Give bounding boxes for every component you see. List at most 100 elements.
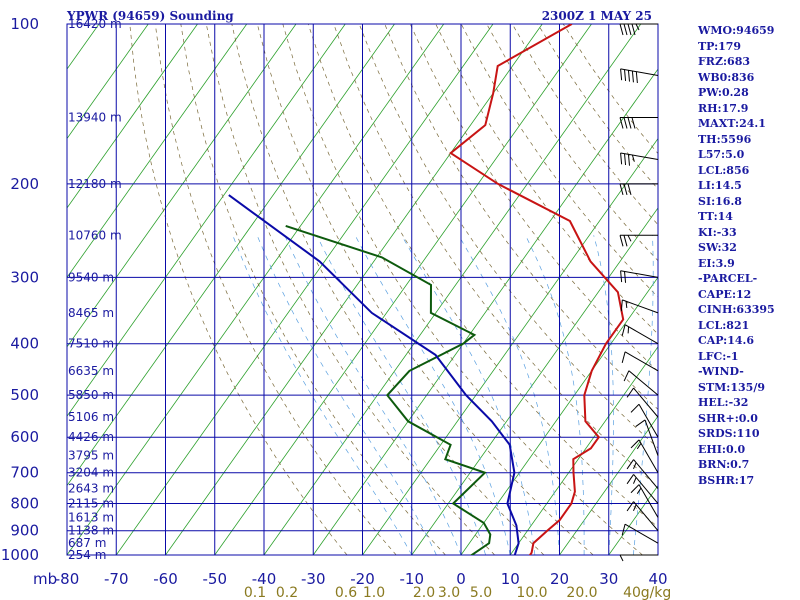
wind-barb [620,270,659,283]
index-item: SI:16.8 [698,194,742,208]
index-item: STM:135/9 [698,380,765,394]
pressure-tick-label: 1000 [1,546,39,564]
wind-barb [630,403,659,438]
isotherm-line [559,415,658,555]
index-item: TT:14 [698,210,733,223]
plot-border [66,23,659,556]
mixing-ratio-label: 0.2 [276,585,298,600]
dry-adiabat-line [333,24,658,488]
index-item: RH:17.9 [698,101,749,115]
temperature-tick-label: -30 [301,570,326,588]
wind-barbs [619,23,659,562]
wind-barb [623,370,659,396]
moist-adiabat-line [316,235,486,555]
isotherm-line [67,24,248,279]
wind-barb [619,234,658,247]
index-item: SHR+:0.0 [698,411,758,425]
height-label: 12180 m [68,177,122,191]
isotherm-line [67,24,149,140]
wind-barb [626,459,659,489]
mixing-ratio-label: 0.1 [244,585,266,600]
height-label: 7510 m [68,337,114,351]
indices-list: WMO:94659 TP:179 FRZ:683 WB0:836 PW:0.28 RH:1… [698,23,775,488]
isotherm-line [67,24,395,487]
isotherm-line [312,68,658,555]
dry-adiabat-line [256,24,594,555]
pressure-tick-label: 600 [10,428,39,446]
temperature-tick-label: 20 [550,570,569,588]
moist-adiabat-line [256,235,437,555]
moist-adiabat-line [458,235,560,555]
temperature-tick-label: -20 [350,570,375,588]
moist-adiabat-line [593,235,614,555]
index-item: -PARCEL- [698,272,758,285]
height-label: 254 m [68,548,106,562]
height-label: 5850 m [68,388,114,402]
temperature-tick-label: -50 [203,570,228,588]
wind-barb [619,183,658,195]
wind-barb [620,68,659,84]
mixing-ratio-label: 5.0 [470,585,492,600]
index-item: L57:5.0 [698,148,745,161]
isotherm-line [67,24,198,209]
dry-adiabat-line [154,24,397,555]
temperature-tick-label: -70 [104,570,129,588]
isotherm-line [67,24,445,555]
isotherm-line [0,24,1,555]
sounding-trace-2 [228,194,520,555]
dry-adiabat-line [435,24,658,335]
height-label: 10760 m [68,228,122,242]
index-item: BRN:0.7 [698,458,750,471]
temperature-tick-label: 0 [456,570,466,588]
temperature-tick-label: 30 [599,570,618,588]
height-label: 6635 m [68,364,114,378]
wind-barb [621,351,659,372]
chart-datetime: 2300Z 1 MAY 25 [542,9,652,23]
temperature-tick-label: -40 [252,570,277,588]
temperature-tick-label: -60 [153,570,178,588]
mixing-ratio-label: 20.0 [566,585,597,600]
height-label: 8465 m [68,306,114,320]
traces [228,24,625,555]
temperature-tick-label: -80 [55,570,80,588]
isotherm-line [460,276,658,555]
index-item: LFC:-1 [698,349,739,363]
height-label: 13940 m [68,111,122,125]
dry-adiabat-line [129,24,348,555]
index-item: TH:5596 [698,132,752,146]
height-label: 687 m [68,536,106,550]
height-label: 2643 m [68,482,114,496]
pressure-tick-label: 900 [10,522,39,540]
index-item: TP:179 [698,39,742,53]
moist-adiabat-line [633,235,654,555]
mixing-ratio-label: 1.0 [363,585,385,600]
dry-adiabat-line [205,24,495,555]
index-item: WMO:94659 [698,24,775,37]
index-item: MAXT:24.1 [698,117,766,130]
wind-barb [619,23,658,36]
pressure-tick-label: 700 [10,464,39,482]
height-label: 3795 m [68,449,114,463]
moist-adiabat-line [401,235,536,555]
mixing-ratio-label: 10.0 [516,585,547,600]
height-label: 1138 m [68,524,114,538]
index-item: LI:14.5 [698,179,742,192]
height-label: 3204 m [68,466,114,480]
sounding-trace-0 [449,24,625,555]
index-item: -WIND- [698,365,744,378]
temperature-tick-label: -10 [400,570,425,588]
mixing-ratio-label: g/kg [641,585,672,600]
isotherm-line [67,24,297,348]
height-label: 9540 m [68,270,114,284]
wind-barb [626,501,659,532]
grid [66,23,659,556]
mixing-ratio-label: 3.0 [438,585,460,600]
sounding-trace-1 [285,224,492,555]
index-item: CAP:14.6 [698,334,755,347]
wind-barb [619,117,658,129]
wind-barb [621,324,659,345]
wind-barb [621,523,659,544]
pressure-unit-label: mb [33,570,57,588]
index-item: LCL:856 [698,163,750,177]
